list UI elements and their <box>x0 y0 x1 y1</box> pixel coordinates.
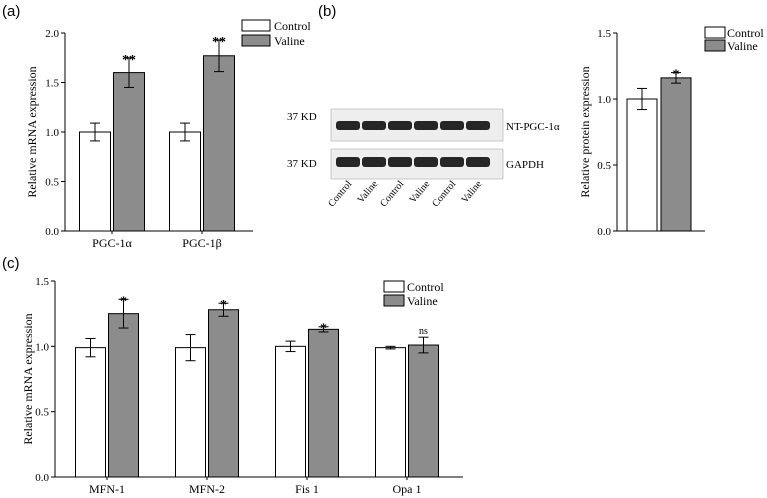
chart-a-bar-control <box>79 131 111 232</box>
panel-label-a: (a) <box>2 3 20 20</box>
blot-lane-label: Control <box>430 179 458 210</box>
chart-b: 0.0 0.5 1.0 1.5 Relative protein expression * <box>578 28 705 238</box>
chart-a-bar-control <box>169 131 201 232</box>
chart-b-bar-valine <box>660 77 692 232</box>
chart-c-y-tick-label: 1.0 <box>35 341 49 353</box>
chart-a-y-axis-label: Relative mRNA expression <box>25 66 39 197</box>
legend-c-control-label: Control <box>407 280 444 294</box>
chart-c-bar-control <box>275 345 306 478</box>
legend-a-valine-label: Valine <box>274 34 305 48</box>
chart-c-category-label: Fis 1 <box>295 482 319 496</box>
chart-c-bar-control <box>375 347 406 478</box>
panel-label-c: (c) <box>2 255 20 272</box>
legend-c-valine-label: Valine <box>407 294 438 308</box>
blot-band-gapdh <box>362 157 386 167</box>
chart-c-bar-control <box>75 347 106 478</box>
chart-c-significance-label: * <box>220 298 227 313</box>
chart-c-y-tick-label: 0.5 <box>35 407 49 419</box>
chart-a-y-tick-label: 1.5 <box>45 78 59 90</box>
chart-c-category-label: Opa 1 <box>393 482 422 496</box>
chart-a: 0.0 0.5 1.0 1.5 2.0 Relative mRNA expression *… <box>25 28 253 250</box>
blot-band-pgc <box>362 121 386 130</box>
blot-kd-label-bottom: 37 KD <box>287 158 317 170</box>
chart-b-y-tick-label: 0.5 <box>597 160 611 172</box>
legend-b-valine-label: Valine <box>727 39 758 53</box>
legend-a-control-swatch <box>241 19 271 32</box>
legend-a-control-label: Control <box>274 19 311 33</box>
legend-b-control-label: Control <box>727 26 764 40</box>
chart-c-y-tick-label: 1.5 <box>35 276 49 288</box>
legend-c-valine-swatch <box>383 294 405 307</box>
blot-band-pgc <box>388 121 412 130</box>
legend-b-valine-swatch <box>704 39 726 52</box>
blot-band-gapdh <box>336 157 360 167</box>
chart-c-bar-valine <box>408 344 439 478</box>
panel-label-b: (b) <box>318 3 336 20</box>
chart-c-y-tick-label: 0.0 <box>35 472 49 484</box>
legend-a: Control Valine <box>241 19 311 48</box>
chart-a-y-tick-label: 2.0 <box>45 28 59 40</box>
chart-a-significance-label: ** <box>122 53 136 68</box>
legend-c: Control Valine <box>383 280 444 308</box>
chart-c-category-label: MFN-1 <box>89 482 125 496</box>
blot-band-label-pgc: NT-PGC-1α <box>506 121 560 133</box>
chart-a-y-tick-label: 0.0 <box>45 226 59 238</box>
chart-a-category-label: PGC-1α <box>92 236 132 250</box>
western-blot: 37 KD 37 KD NT-PGC-1α GAPDH Control Valin… <box>287 108 560 209</box>
blot-band-pgc <box>440 121 464 130</box>
chart-c-bar-control <box>175 347 206 478</box>
blot-band-pgc <box>414 121 438 130</box>
chart-c-bar-valine <box>108 313 139 478</box>
blot-bands-top <box>336 121 490 130</box>
blot-bands-bottom <box>336 157 490 167</box>
chart-a-y-tick-label: 1.0 <box>45 127 59 139</box>
blot-lane-label: Valine <box>355 178 380 205</box>
chart-a-bar-valine <box>203 55 235 232</box>
chart-c-significance-label: * <box>320 322 327 337</box>
chart-a-bar-valine <box>113 72 145 232</box>
chart-b-y-tick-label: 0.0 <box>597 226 611 238</box>
blot-lane-label: Control <box>378 179 406 210</box>
blot-band-gapdh <box>414 157 438 167</box>
chart-c: 0.0 0.5 1.0 1.5 Relative mRNA expression * MFN… <box>21 276 463 496</box>
legend-b-control-swatch <box>704 26 726 39</box>
chart-b-bar-control <box>626 98 658 232</box>
legend-c-control-swatch <box>383 280 405 293</box>
chart-a-significance-label: ** <box>212 35 226 50</box>
legend-b: Control Valine <box>704 26 764 53</box>
blot-band-pgc <box>336 121 360 130</box>
legend-a-valine-swatch <box>241 34 271 47</box>
blot-band-pgc <box>466 121 490 130</box>
chart-b-y-tick-label: 1.5 <box>597 28 611 40</box>
chart-c-y-axis-label: Relative mRNA expression <box>21 313 35 444</box>
blot-band-gapdh <box>388 157 412 167</box>
chart-b-significance-label: * <box>673 68 680 83</box>
blot-band-gapdh <box>440 157 464 167</box>
blot-lane-label: Valine <box>459 178 484 205</box>
chart-b-y-tick-label: 1.0 <box>597 94 611 106</box>
chart-c-significance-label: * <box>120 294 127 309</box>
chart-c-bar-valine <box>208 309 239 478</box>
chart-b-y-axis-label: Relative protein expression <box>578 66 592 197</box>
chart-c-category-label: MFN-2 <box>189 482 225 496</box>
blot-lane-label: Valine <box>407 178 432 205</box>
blot-band-gapdh <box>466 157 490 167</box>
chart-a-category-label: PGC-1β <box>182 236 221 250</box>
chart-a-y-tick-label: 0.5 <box>45 177 59 189</box>
chart-c-significance-label: ns <box>419 326 428 337</box>
blot-band-label-gapdh: GAPDH <box>506 159 544 171</box>
chart-c-bar-valine <box>308 328 339 478</box>
blot-lane-label: Control <box>326 179 354 210</box>
blot-kd-label-top: 37 KD <box>287 111 317 123</box>
